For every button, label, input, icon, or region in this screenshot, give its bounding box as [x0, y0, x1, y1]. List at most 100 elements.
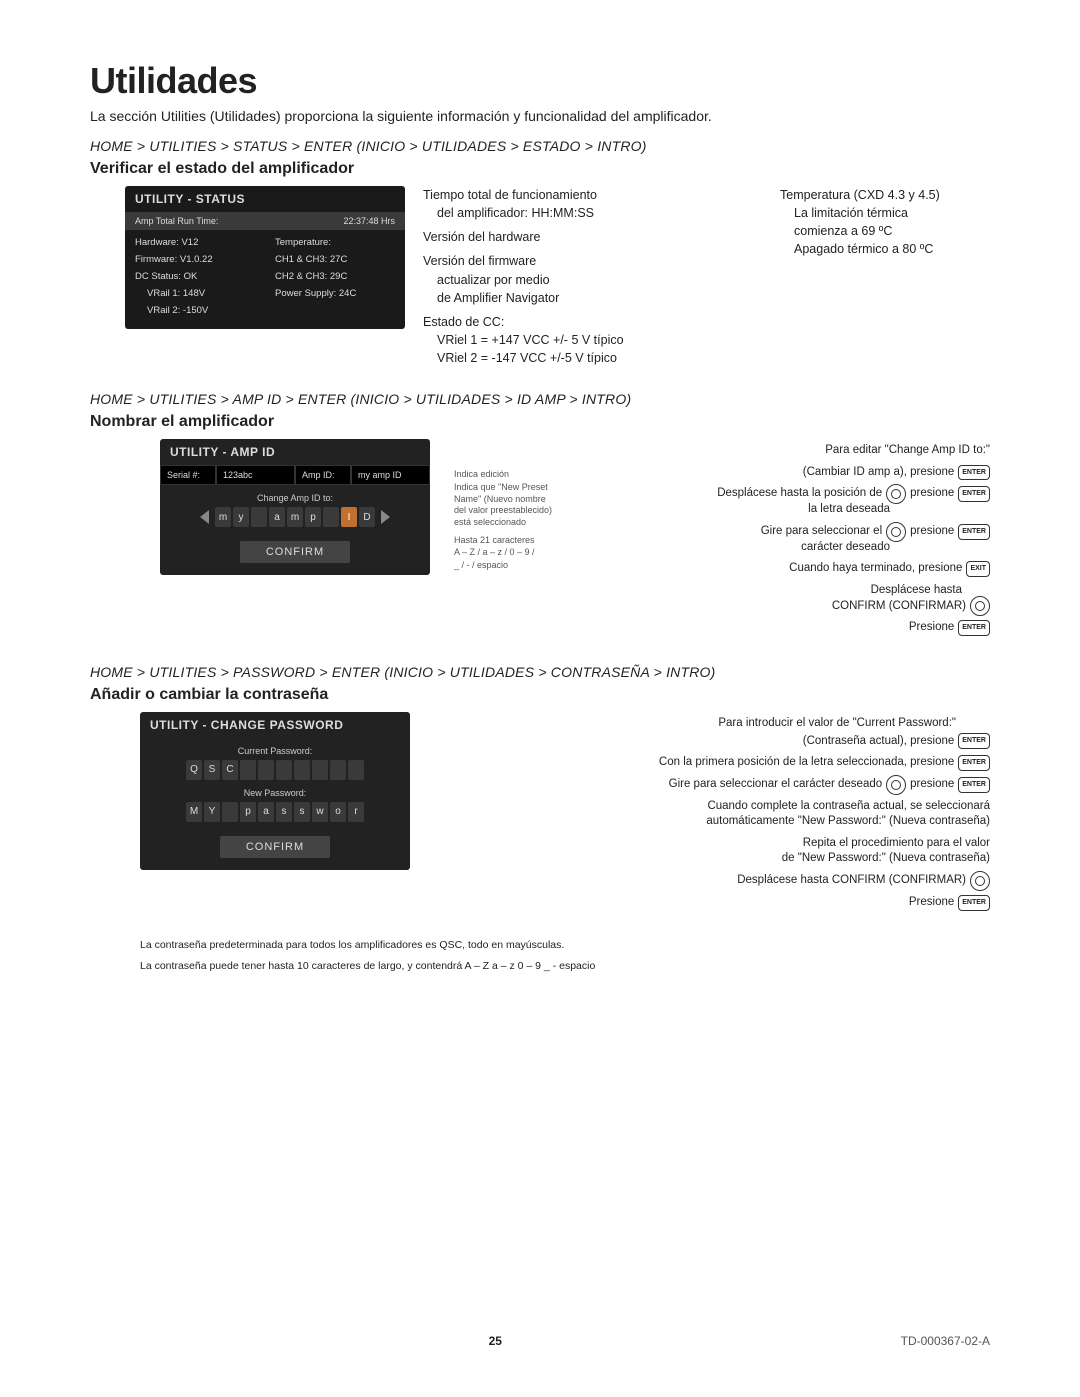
step-text: Desplácese hasta CONFIRM (CONFIRMAR) — [737, 871, 966, 891]
enter-button-icon: ENTER — [958, 524, 990, 540]
ampid-label: Amp ID: — [295, 465, 351, 485]
char-box[interactable] — [251, 507, 267, 527]
char-box[interactable]: s — [294, 802, 310, 822]
pointer-note: _ / - / espacio — [454, 560, 558, 572]
expl-line: VRiel 2 = -147 VCC +/-5 V típico — [423, 349, 762, 367]
char-box[interactable]: Y — [204, 802, 220, 822]
heading-pw: Añadir o cambiar la contraseña — [90, 686, 990, 704]
char-box[interactable] — [276, 760, 292, 780]
step-text: presione — [910, 484, 954, 504]
triangle-right-icon[interactable] — [381, 510, 390, 524]
char-box[interactable]: p — [240, 802, 256, 822]
enter-button-icon: ENTER — [958, 486, 990, 502]
char-box[interactable]: S — [204, 760, 220, 780]
pw-footnote-2: La contraseña puede tener hasta 10 carac… — [140, 959, 990, 974]
enter-button-icon: ENTER — [958, 465, 990, 481]
char-box[interactable]: m — [215, 507, 231, 527]
knob-icon — [970, 871, 990, 891]
confirm-button[interactable]: CONFIRM — [220, 836, 330, 858]
status-line: VRail 2: -150V — [135, 302, 255, 319]
expl-line: Versión del firmware — [423, 252, 762, 270]
step-text: (Cambiar ID amp a), presione — [803, 463, 954, 483]
char-box[interactable] — [323, 507, 339, 527]
expl-line: del amplificador: HH:MM:SS — [423, 204, 762, 222]
char-box[interactable]: M — [186, 802, 202, 822]
nav-status: HOME > UTILITIES > STATUS > ENTER (INICI… — [90, 138, 990, 154]
enter-button-icon: ENTER — [958, 895, 990, 911]
char-box[interactable] — [294, 760, 310, 780]
doc-id: TD-000367-02-A — [901, 1334, 990, 1348]
char-box[interactable] — [348, 760, 364, 780]
panel-ampid-title: UTILITY - AMP ID — [160, 439, 430, 465]
ampid-info-row: Serial #: 123abc Amp ID: my amp ID — [160, 465, 430, 485]
step-text: Presione — [909, 618, 954, 638]
knob-icon — [970, 596, 990, 616]
ampid-steps: Para editar "Change Amp ID to:" (Cambiar… — [576, 439, 990, 640]
ampid-value: my amp ID — [351, 465, 430, 485]
char-box[interactable]: a — [269, 507, 285, 527]
enter-button-icon: ENTER — [958, 777, 990, 793]
status-left-col: Hardware: V12 Firmware: V1.0.22 DC Statu… — [125, 234, 265, 319]
triangle-left-icon[interactable] — [200, 510, 209, 524]
serial-value: 123abc — [216, 465, 295, 485]
char-box[interactable]: w — [312, 802, 328, 822]
char-box[interactable] — [330, 760, 346, 780]
step-text: presione — [910, 522, 954, 542]
status-expl-2: Temperatura (CXD 4.3 y 4.5) La limitació… — [780, 186, 990, 259]
char-box[interactable] — [222, 802, 238, 822]
nav-ampid: HOME > UTILITIES > AMP ID > ENTER (INICI… — [90, 391, 990, 407]
current-pw-label: Current Password: — [140, 738, 410, 760]
status-line: DC Status: OK — [135, 268, 255, 285]
char-box[interactable] — [240, 760, 256, 780]
expl-line: Versión del hardware — [423, 228, 762, 246]
page-title: Utilidades — [90, 60, 990, 102]
expl-line: Tiempo total de funcionamiento — [423, 186, 762, 204]
new-pw-label: New Password: — [140, 780, 410, 802]
expl-line: VRiel 1 = +147 VCC +/- 5 V típico — [423, 331, 762, 349]
step-text: Gire para seleccionar el carácter desead… — [669, 775, 883, 795]
char-box[interactable] — [258, 760, 274, 780]
expl-line: Temperatura (CXD 4.3 y 4.5) — [780, 186, 990, 204]
char-box[interactable]: Q — [186, 760, 202, 780]
char-box[interactable]: C — [222, 760, 238, 780]
step-text: presione — [910, 775, 954, 795]
char-box[interactable]: s — [276, 802, 292, 822]
char-box[interactable]: a — [258, 802, 274, 822]
runtime-value: 22:37:48 Hrs — [343, 216, 395, 226]
step-text: Con la primera posición de la letra sele… — [659, 753, 954, 773]
pointer-note: Indica que "New Preset Name" (Nuevo nomb… — [454, 482, 558, 529]
char-box[interactable]: p — [305, 507, 321, 527]
knob-icon — [886, 775, 906, 795]
step-text: (Contraseña actual), presione — [803, 732, 955, 752]
confirm-button[interactable]: CONFIRM — [240, 541, 350, 563]
expl-line: Estado de CC: — [423, 313, 762, 331]
step-text: Para editar "Change Amp ID to:" — [825, 441, 990, 461]
panel-status: UTILITY - STATUS Amp Total Run Time: 22:… — [125, 186, 405, 329]
char-box[interactable]: I — [341, 507, 357, 527]
step-text: carácter deseado — [801, 538, 890, 558]
nav-pw: HOME > UTILITIES > PASSWORD > ENTER (INI… — [90, 664, 990, 680]
step-text: la letra deseada — [808, 500, 890, 520]
knob-icon — [886, 522, 906, 542]
pointer-note: Hasta 21 caracteres — [454, 535, 558, 547]
panel-pw-title: UTILITY - CHANGE PASSWORD — [140, 712, 410, 738]
pointer-note: A – Z / a – z / 0 – 9 / — [454, 547, 558, 559]
step-text: de "New Password:" (Nueva contraseña) — [782, 849, 990, 869]
char-box[interactable]: r — [348, 802, 364, 822]
char-box[interactable]: o — [330, 802, 346, 822]
step-text: Cuando haya terminado, presione — [789, 559, 962, 579]
pw-footnote-1: La contraseña predeterminada para todos … — [140, 938, 990, 953]
char-box[interactable]: y — [233, 507, 249, 527]
step-text: automáticamente "New Password:" (Nueva c… — [706, 812, 990, 832]
status-line: Firmware: V1.0.22 — [135, 251, 255, 268]
heading-ampid: Nombrar el amplificador — [90, 413, 990, 431]
expl-line: comienza a 69 ºC — [780, 222, 990, 240]
exit-button-icon: EXIT — [966, 561, 990, 577]
pointer-note: Indica edición — [454, 469, 558, 481]
status-line: CH2 & CH3: 29C — [275, 268, 395, 285]
intro-text: La sección Utilities (Utilidades) propor… — [90, 108, 990, 124]
char-box[interactable]: m — [287, 507, 303, 527]
char-box[interactable]: D — [359, 507, 375, 527]
char-box[interactable] — [312, 760, 328, 780]
enter-button-icon: ENTER — [958, 620, 990, 636]
